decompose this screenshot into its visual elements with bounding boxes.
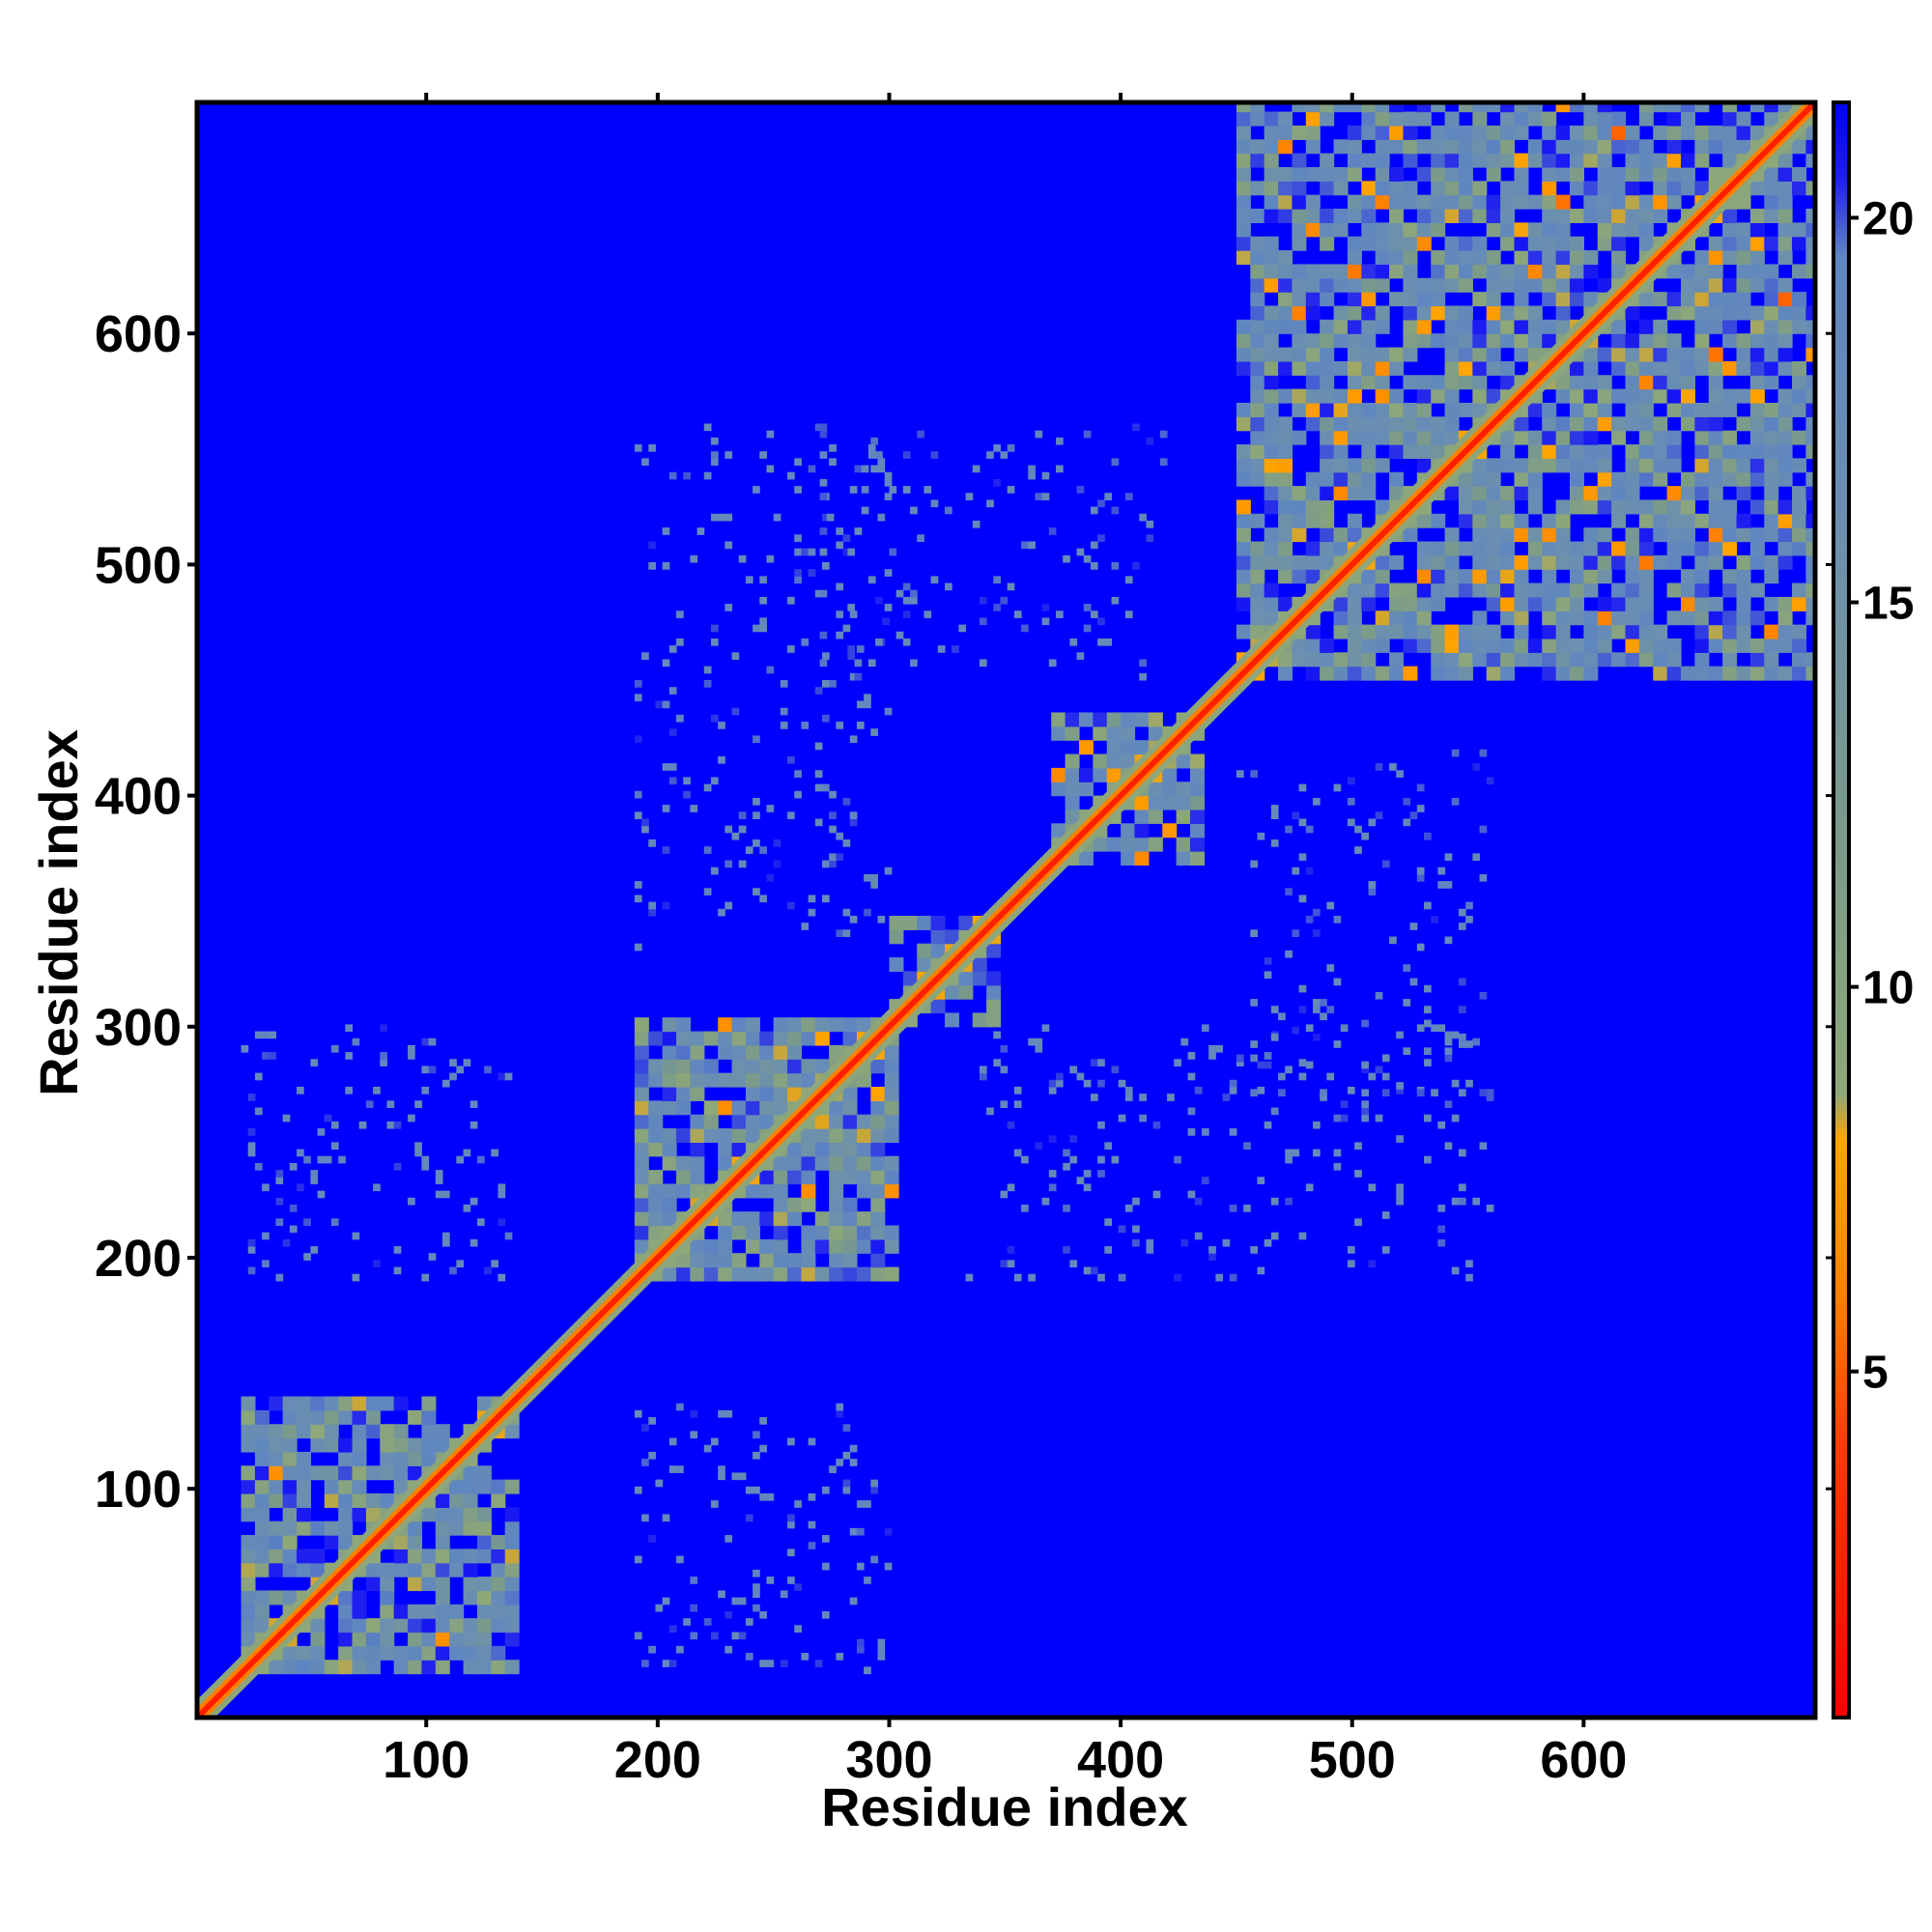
colorbar-tick-label: 15	[1862, 579, 1914, 630]
y-tick-label: 100	[95, 1461, 182, 1519]
inter-domain-contacts	[241, 1024, 893, 1675]
y-axis-title: Residue index	[28, 729, 89, 1096]
colorbar-gradient	[1832, 100, 1851, 1719]
x-axis: 100 200 300 400 500 600	[383, 93, 1627, 1789]
domain-block	[1236, 102, 1815, 681]
y-tick-label: 400	[95, 768, 182, 826]
colorbar-tick-label: 10	[1862, 963, 1914, 1014]
x-tick-label: 600	[1540, 1731, 1627, 1789]
colorbar-tick-label: 20	[1862, 193, 1914, 244]
heatmap-layer	[197, 102, 1815, 1718]
colorbar: 5 10 15 20	[1826, 100, 1914, 1719]
x-tick-label: 200	[614, 1731, 701, 1789]
y-tick-label: 300	[95, 999, 182, 1057]
y-axis: 100 200 300 400 500 600	[95, 305, 197, 1519]
domain-block	[241, 1396, 520, 1675]
x-tick-label: 400	[1077, 1731, 1164, 1789]
y-tick-label: 600	[95, 305, 182, 363]
colorbar-tick-label: 5	[1862, 1348, 1889, 1399]
x-tick-label: 500	[1309, 1731, 1396, 1789]
y-tick-label: 200	[95, 1230, 182, 1288]
inter-domain-contacts	[634, 423, 1494, 1282]
plot-frame	[194, 99, 1818, 1720]
colorbar-ticks: 5 10 15 20	[1826, 193, 1914, 1491]
x-tick-label: 100	[383, 1731, 469, 1789]
x-tick-label: 300	[845, 1731, 932, 1789]
inter-domain-contacts	[819, 423, 1494, 1097]
x-axis-title: Residue index	[821, 1776, 1188, 1837]
diagonal-band	[197, 102, 1815, 1718]
y-tick-label: 500	[95, 536, 182, 594]
